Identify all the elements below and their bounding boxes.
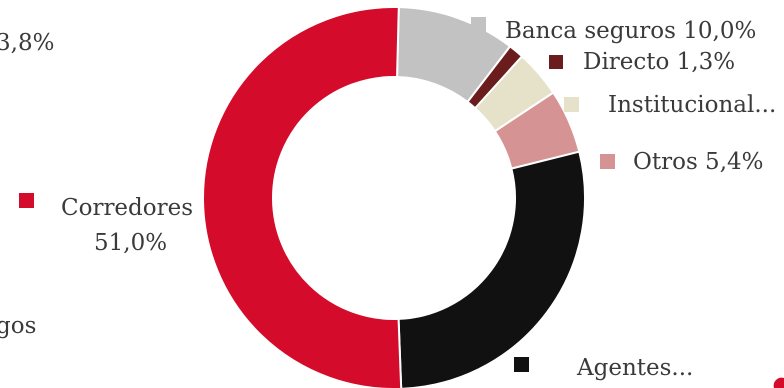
label-cut-top-left: 3,8%: [0, 30, 54, 56]
label-cut-bottom-left: gos: [0, 313, 36, 339]
label-corredores-value: 51,0%: [94, 230, 167, 256]
legend-marker-agentes: [514, 357, 529, 372]
label-banca-seguros: Banca seguros 10,0%: [505, 18, 756, 44]
label-otros: Otros 5,4%: [633, 149, 764, 175]
legend-marker-banca-seguros: [471, 17, 486, 32]
corner-mark: [773, 377, 784, 388]
label-corredores-name: Corredores: [61, 195, 193, 221]
legend-marker-institucional: [564, 97, 579, 112]
legend-marker-directo: [549, 55, 563, 69]
donut-slice-agentes: [397, 150, 586, 388]
legend-marker-corredores: [19, 193, 34, 208]
label-institucional: Institucional...: [608, 92, 776, 118]
donut-slices: [201, 6, 586, 388]
label-agentes: Agentes...: [576, 355, 693, 381]
label-directo: Directo 1,3%: [583, 49, 735, 75]
legend-marker-otros: [600, 154, 615, 169]
donut-slice-corredores: [201, 6, 403, 388]
